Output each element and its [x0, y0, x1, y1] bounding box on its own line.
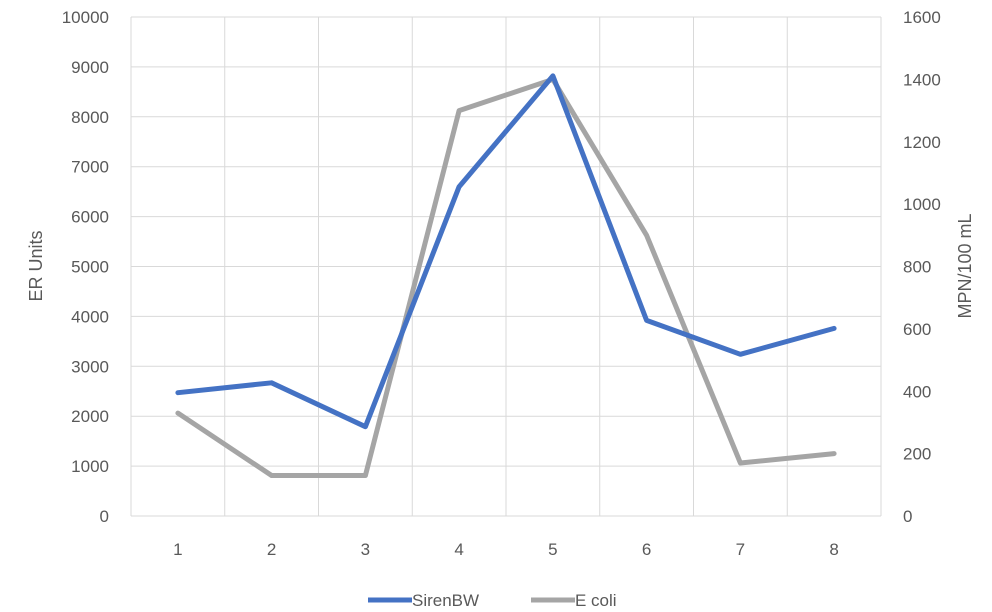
left-tick-label: 2000 [71, 407, 109, 426]
right-tick-label: 800 [903, 258, 931, 277]
x-tick-label: 3 [361, 540, 370, 559]
right-tick-label: 600 [903, 320, 931, 339]
x-tick-label: 1 [173, 540, 182, 559]
left-tick-label: 6000 [71, 208, 109, 227]
x-tick-label: 6 [642, 540, 651, 559]
x-tick-label: 8 [829, 540, 838, 559]
gridlines [130, 16, 882, 517]
x-axis-ticks: 1 2 3 4 5 6 7 8 [173, 540, 839, 559]
right-tick-label: 1000 [903, 195, 941, 214]
right-tick-label: 200 [903, 445, 931, 464]
x-tick-label: 4 [454, 540, 463, 559]
left-tick-label: 10000 [62, 8, 109, 27]
left-tick-label: 7000 [71, 158, 109, 177]
right-tick-label: 0 [903, 507, 912, 526]
right-tick-label: 1600 [903, 8, 941, 27]
right-axis-ticks: 0 200 400 600 800 1000 1200 1400 1600 [903, 8, 941, 526]
series-lines [175, 73, 837, 478]
left-tick-label: 1000 [71, 457, 109, 476]
series-line-e-coli [175, 76, 837, 478]
legend: SirenBW E coli [368, 591, 617, 610]
right-axis-title: MPN/100 mL [955, 213, 975, 318]
x-tick-label: 7 [736, 540, 745, 559]
left-tick-label: 4000 [71, 307, 109, 326]
right-tick-label: 1200 [903, 133, 941, 152]
left-tick-label: 8000 [71, 108, 109, 127]
legend-label: SirenBW [412, 591, 479, 610]
left-tick-label: 9000 [71, 58, 109, 77]
legend-label: E coli [575, 591, 617, 610]
left-tick-label: 0 [100, 507, 109, 526]
left-tick-label: 3000 [71, 357, 109, 376]
series-line-sirenbw [175, 73, 837, 430]
right-tick-label: 400 [903, 382, 931, 401]
left-axis-ticks: 0 1000 2000 3000 4000 5000 6000 7000 8000 9000 100… [62, 8, 109, 526]
left-tick-label: 5000 [71, 258, 109, 277]
x-tick-label: 5 [548, 540, 557, 559]
left-axis-title: ER Units [26, 230, 46, 301]
right-tick-label: 1400 [903, 70, 941, 89]
x-tick-label: 2 [267, 540, 276, 559]
